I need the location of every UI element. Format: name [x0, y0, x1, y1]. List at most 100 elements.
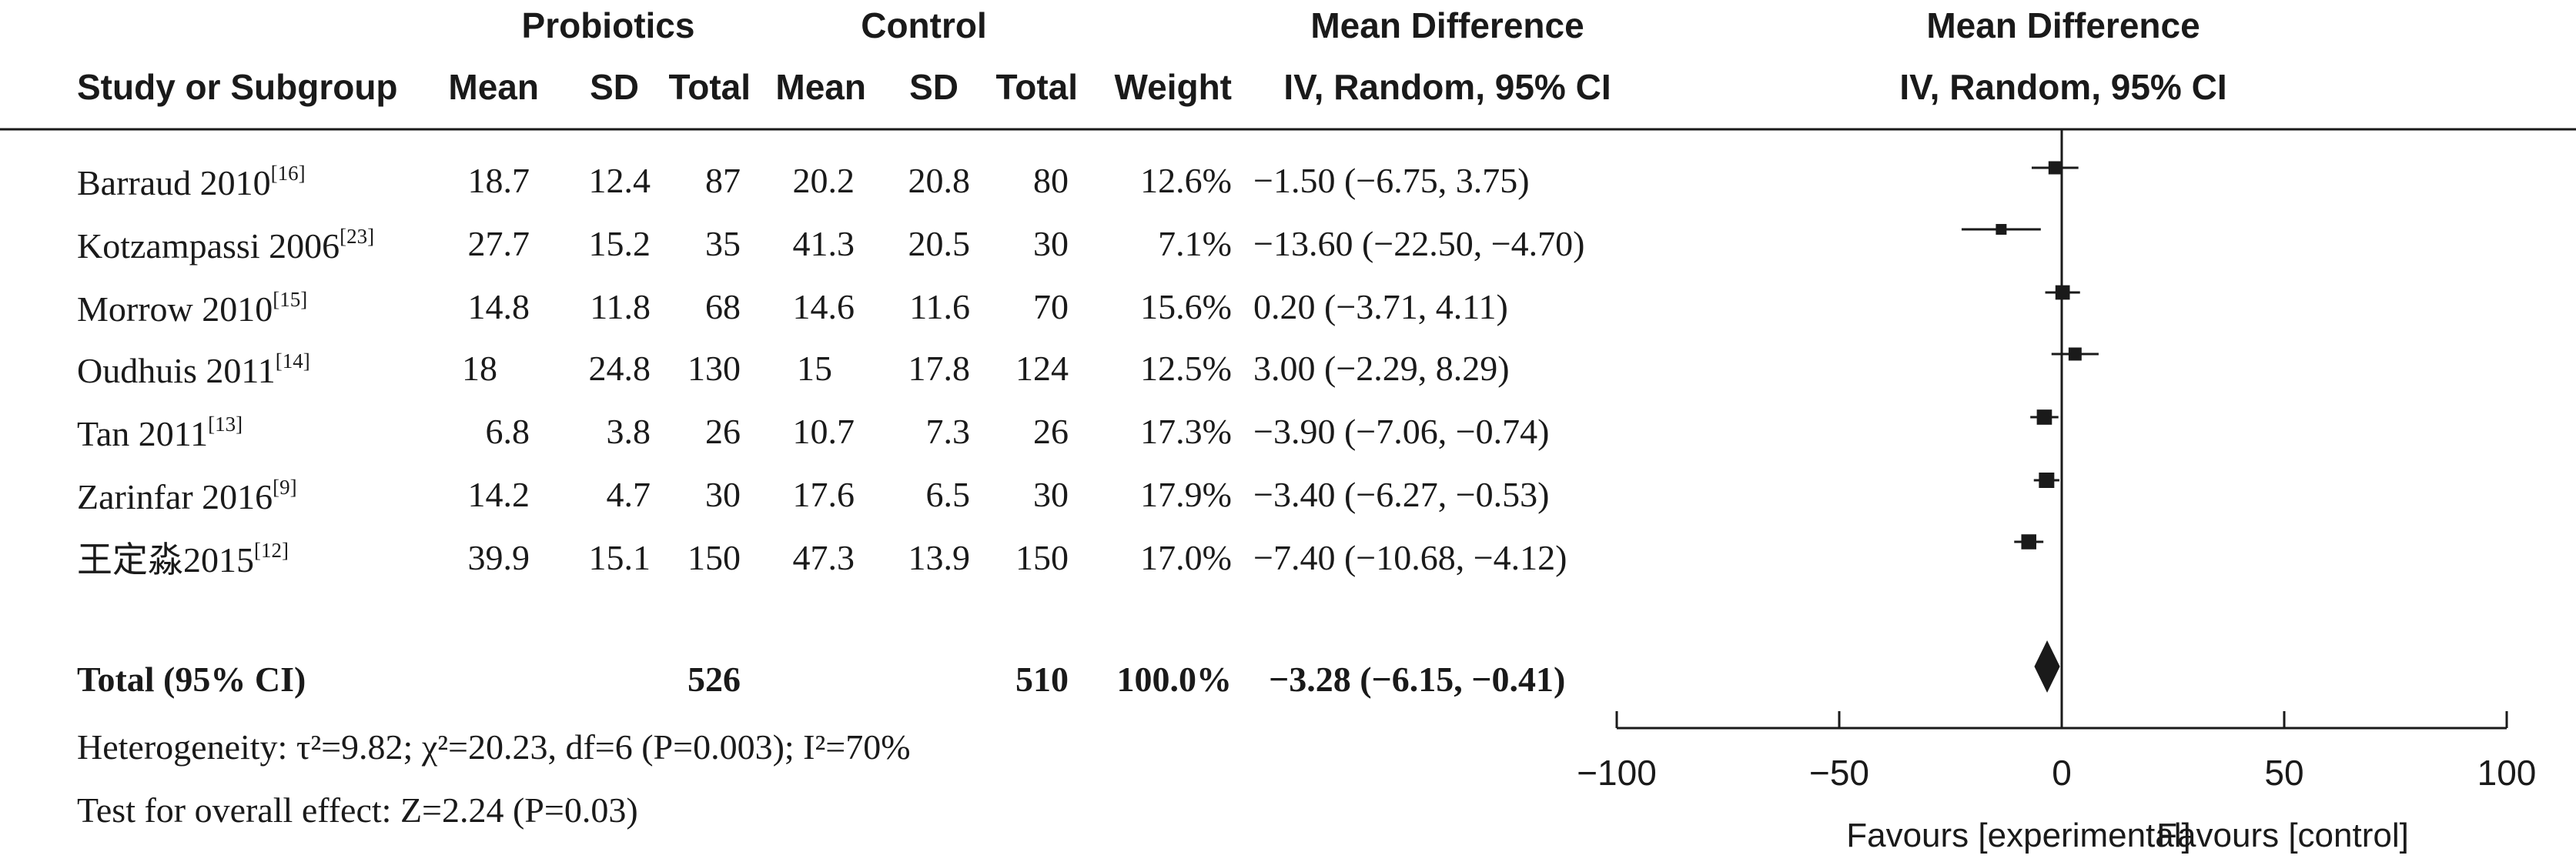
- study-reference: [14]: [275, 349, 310, 373]
- study-label: Tan 2011[13]: [77, 413, 243, 453]
- control-sd: 6.5: [925, 475, 971, 514]
- pooled-estimate-diamond: [2034, 640, 2060, 693]
- column-header-probiotics-sd: SD: [590, 67, 639, 107]
- weight-value: 12.5%: [1140, 349, 1232, 388]
- ci-value: −13.60 (−22.50, −4.70): [1253, 224, 1585, 263]
- control-total: 80: [1033, 161, 1069, 200]
- study-estimate-square: [2048, 161, 2062, 175]
- control-total: 124: [1015, 349, 1069, 388]
- study-label: Barraud 2010[16]: [77, 162, 306, 202]
- control-sd: 13.9: [908, 538, 971, 577]
- study-estimate-square: [2039, 473, 2055, 488]
- group-header-probiotics: Probiotics: [521, 5, 695, 45]
- weight-value: 17.9%: [1140, 475, 1232, 514]
- probiotics-sd: 3.8: [606, 412, 651, 451]
- control-mean: 20.2: [792, 161, 855, 200]
- probiotics-sd: 4.7: [606, 475, 651, 514]
- probiotics-total: 87: [705, 161, 741, 200]
- total-ci: −3.28 (−6.15, −0.41): [1269, 660, 1566, 699]
- control-total: 30: [1033, 224, 1069, 263]
- column-header-control-sd: SD: [909, 67, 958, 107]
- control-mean: 15: [797, 349, 832, 388]
- control-total: 26: [1033, 412, 1069, 451]
- column-header-probiotics-total: Total: [668, 67, 751, 107]
- heterogeneity-text: Heterogeneity: τ²=9.82; χ²=20.23, df=6 (…: [77, 727, 911, 767]
- probiotics-mean: 18.7: [467, 161, 530, 200]
- total-control: 510: [1015, 660, 1069, 699]
- probiotics-mean: 6.8: [485, 412, 530, 451]
- probiotics-mean: 27.7: [467, 224, 530, 263]
- probiotics-sd: 11.8: [590, 287, 651, 326]
- x-axis-tick-label: −50: [1809, 753, 1869, 793]
- favours-experimental-label: Favours [experimental]: [1846, 817, 2191, 854]
- probiotics-mean: 18: [462, 349, 497, 388]
- weight-value: 17.0%: [1140, 538, 1232, 577]
- control-total: 70: [1033, 287, 1069, 326]
- control-sd: 20.5: [908, 224, 971, 263]
- control-mean: 10.7: [792, 412, 855, 451]
- ci-value: 0.20 (−3.71, 4.11): [1253, 287, 1508, 326]
- column-header-probiotics-mean: Mean: [448, 67, 539, 107]
- study-reference: [16]: [270, 162, 306, 185]
- probiotics-mean: 14.8: [467, 287, 530, 326]
- favours-control-label: Favours [control]: [2156, 817, 2409, 854]
- probiotics-total: 30: [705, 475, 741, 514]
- probiotics-mean: 14.2: [467, 475, 530, 514]
- control-mean: 41.3: [792, 224, 855, 263]
- study-estimate-square: [1996, 224, 2007, 235]
- weight-value: 17.3%: [1140, 412, 1232, 451]
- control-mean: 17.6: [792, 475, 855, 514]
- x-axis-tick-label: −100: [1577, 753, 1657, 793]
- x-axis-tick-label: 100: [2477, 753, 2537, 793]
- x-axis-tick-label: 0: [2052, 753, 2072, 793]
- total-probiotics: 526: [687, 660, 741, 699]
- weight-value: 15.6%: [1140, 287, 1232, 326]
- column-header-control-total: Total: [995, 67, 1078, 107]
- study-label: Morrow 2010[15]: [77, 288, 308, 329]
- total-label: Total (95% CI): [77, 660, 306, 699]
- ci-value: −7.40 (−10.68, −4.12): [1253, 538, 1567, 577]
- probiotics-total: 150: [687, 538, 741, 577]
- column-header-weight: Weight: [1114, 67, 1232, 107]
- ci-value: −3.40 (−6.27, −0.53): [1253, 475, 1550, 514]
- study-label: Zarinfar 2016[9]: [77, 476, 297, 516]
- plot-title: Mean Difference: [1926, 5, 2200, 45]
- probiotics-sd: 15.2: [588, 224, 651, 263]
- study-reference: [9]: [273, 476, 297, 499]
- control-mean: 47.3: [792, 538, 855, 577]
- control-sd: 17.8: [908, 349, 971, 388]
- column-header-study: Study or Subgroup: [77, 67, 398, 107]
- probiotics-total: 130: [687, 349, 741, 388]
- column-header-control-mean: Mean: [775, 67, 866, 107]
- ci-value: −1.50 (−6.75, 3.75): [1253, 161, 1530, 200]
- ci-value: 3.00 (−2.29, 8.29): [1253, 349, 1510, 388]
- control-sd: 7.3: [925, 412, 971, 451]
- study-estimate-square: [2021, 534, 2036, 550]
- weight-value: 7.1%: [1158, 224, 1232, 263]
- probiotics-mean: 39.9: [467, 538, 530, 577]
- plot-subtitle: IV, Random, 95% CI: [1899, 67, 2227, 107]
- study-label: Oudhuis 2011[14]: [77, 349, 310, 390]
- control-total: 30: [1033, 475, 1069, 514]
- study-estimate-square: [2055, 285, 2070, 300]
- probiotics-total: 26: [705, 412, 741, 451]
- study-estimate-square: [2068, 347, 2082, 361]
- probiotics-total: 68: [705, 287, 741, 326]
- x-axis-tick-label: 50: [2264, 753, 2303, 793]
- control-sd: 20.8: [908, 161, 971, 200]
- study-estimate-square: [2036, 409, 2052, 425]
- weight-value: 12.6%: [1140, 161, 1232, 200]
- probiotics-sd: 15.1: [588, 538, 651, 577]
- control-mean: 14.6: [792, 287, 855, 326]
- probiotics-sd: 24.8: [588, 349, 651, 388]
- study-reference: [15]: [273, 288, 308, 311]
- overall-effect-text: Test for overall effect: Z=2.24 (P=0.03): [77, 790, 638, 830]
- probiotics-sd: 12.4: [588, 161, 651, 200]
- study-label: 王定淼2015[12]: [77, 539, 289, 580]
- column-header-ci: IV, Random, 95% CI: [1283, 67, 1611, 107]
- study-reference: [13]: [208, 413, 243, 436]
- control-total: 150: [1015, 538, 1069, 577]
- control-sd: 11.6: [909, 287, 970, 326]
- group-header-control: Control: [861, 5, 987, 45]
